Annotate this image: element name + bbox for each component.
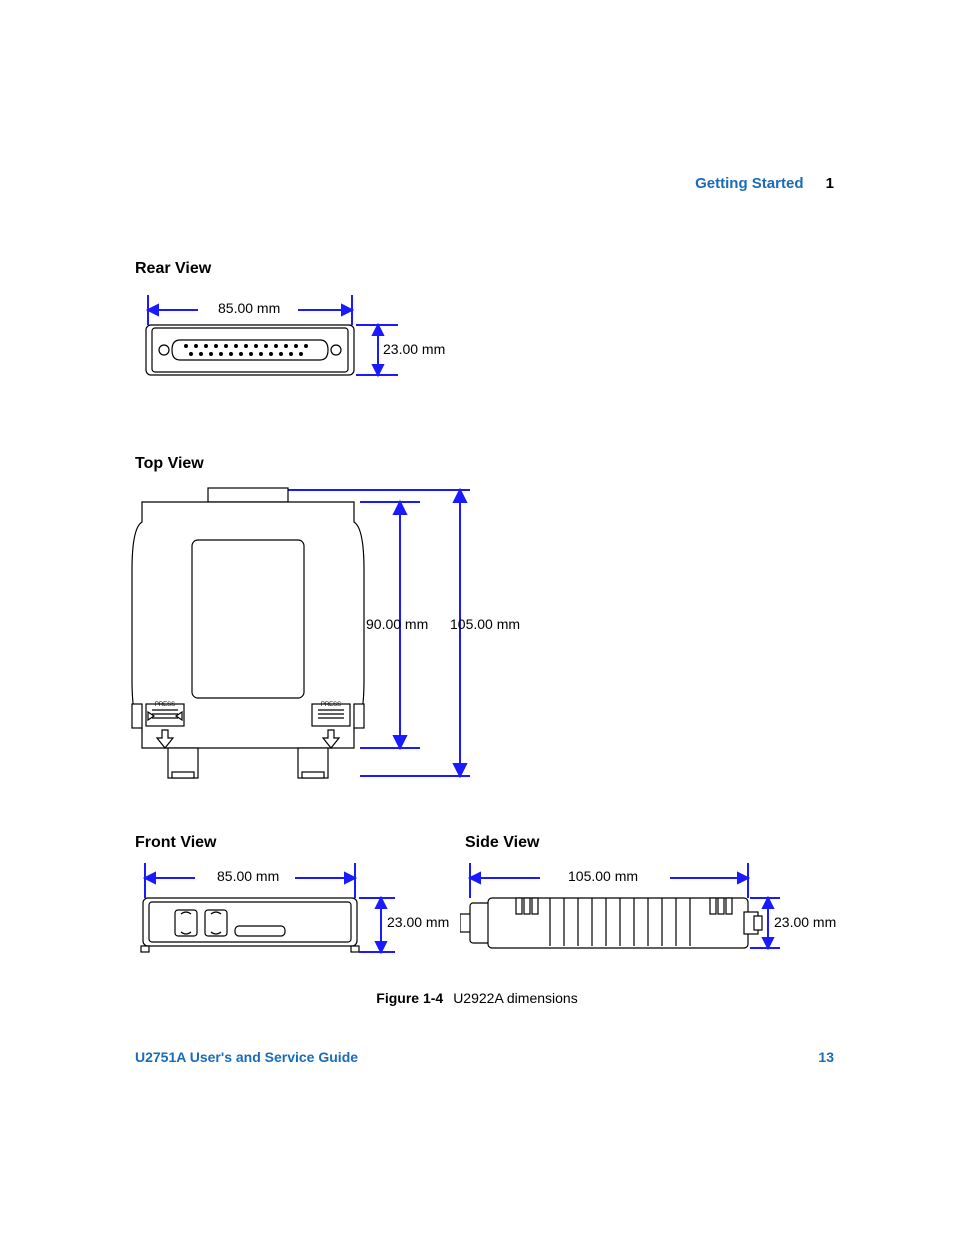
rear-figure: 85.00 mm 23.00 mm [138,290,438,390]
side-title: Side View [465,834,539,852]
svg-text:PRESS: PRESS [321,702,341,708]
caption-label: Figure 1-4 [376,990,443,1006]
figure-caption: Figure 1-4 U2922A dimensions [0,990,954,1006]
caption-text: U2922A dimensions [453,990,578,1006]
side-figure: 105.00 mm 23.00 mm [460,858,840,968]
top-h2-label: 105.00 mm [450,616,520,632]
front-height-label: 23.00 mm [387,914,449,930]
front-width-label: 85.00 mm [217,868,279,884]
front-title: Front View [135,834,217,852]
header-chapter: 1 [826,175,834,192]
page-header: Getting Started 1 [695,175,834,192]
side-height-label: 23.00 mm [774,914,836,930]
top-h1-label: 90.00 mm [366,616,428,632]
footer-guide: U2751A User's and Service Guide [135,1049,358,1065]
svg-text:PRESS: PRESS [155,702,175,708]
side-width-label: 105.00 mm [568,868,638,884]
page-footer: U2751A User's and Service Guide 13 [135,1049,834,1065]
top-figure: PRESS PRESS 90.00 mm 105.00 mm [130,480,550,790]
rear-width-label: 85.00 mm [218,300,280,316]
rear-title: Rear View [135,260,211,278]
header-section: Getting Started [695,175,803,192]
front-figure: 85.00 mm 23.00 mm [135,858,445,968]
footer-page: 13 [818,1049,834,1065]
top-title: Top View [135,455,204,473]
rear-height-label: 23.00 mm [383,341,445,357]
